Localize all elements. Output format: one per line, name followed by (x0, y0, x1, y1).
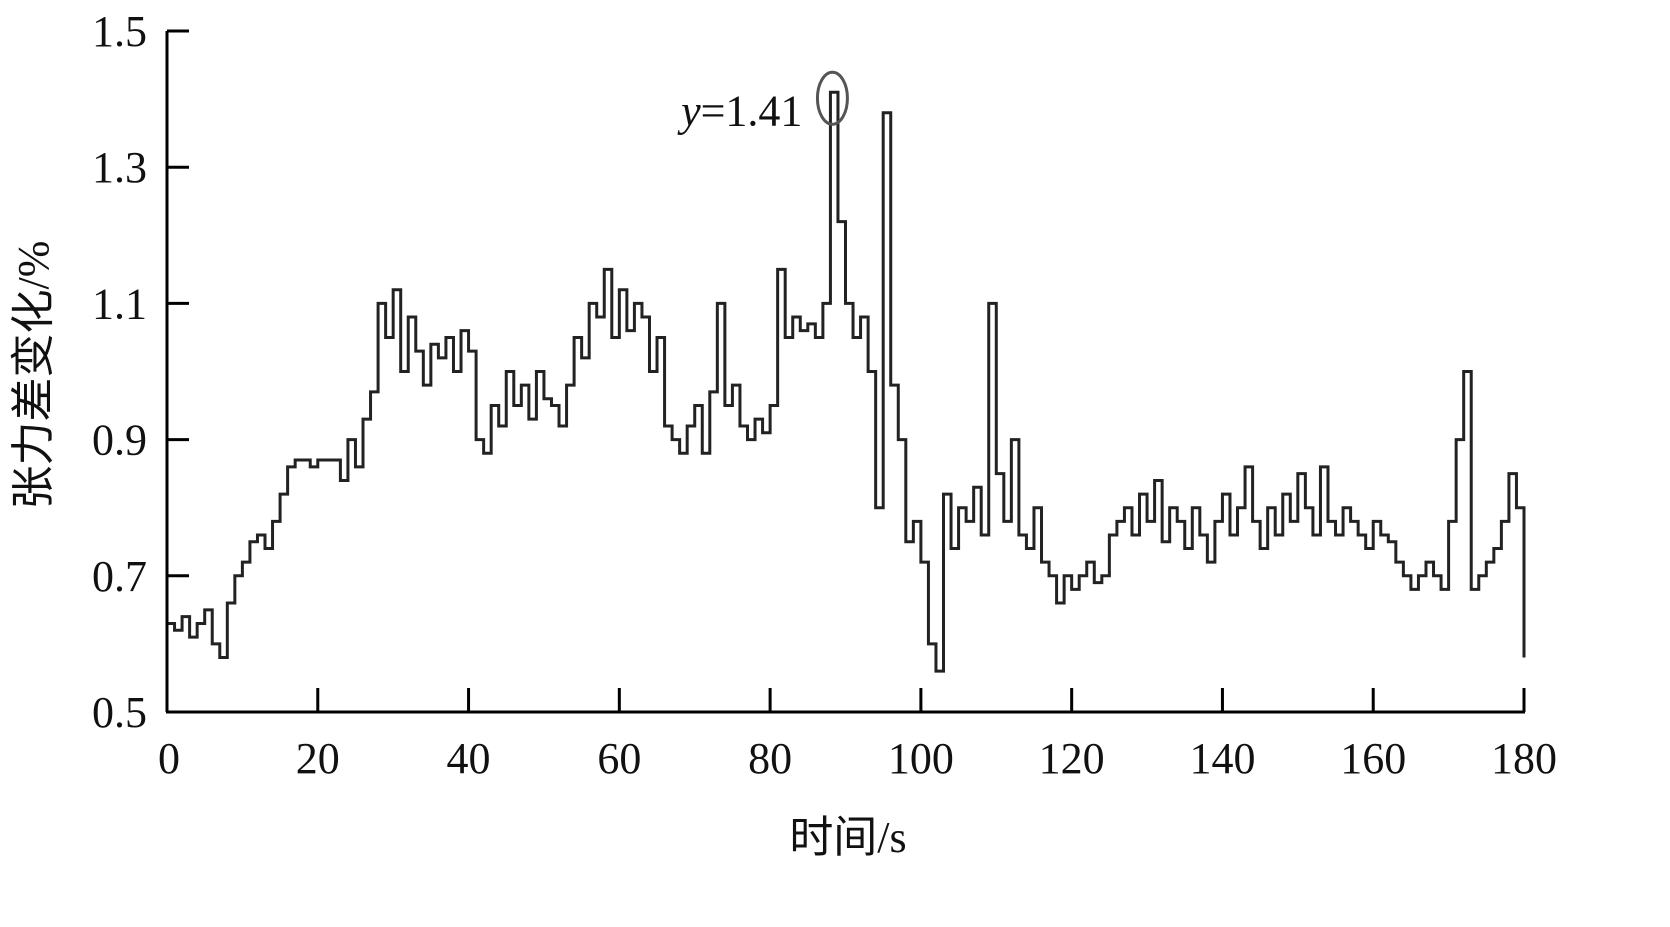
y-axis-title: 张力差变化/% (9, 241, 58, 510)
tick-labels: 0 20 40 60 80 100 120 140 160 180 0.5 0.7 0.9 1.1 1.3 1… (92, 7, 1557, 783)
x-tick-label: 20 (296, 734, 340, 783)
peak-annotation-label: y=1.41 (677, 86, 802, 135)
x-tick-label: 180 (1491, 734, 1557, 783)
x-axis-title: 时间/s (789, 813, 906, 862)
series-line (167, 90, 1526, 673)
y-tick-label: 0.5 (92, 688, 147, 737)
x-tick-label: 140 (1189, 734, 1255, 783)
x-tick-label: 120 (1039, 734, 1105, 783)
y-tick-label: 1.1 (92, 279, 147, 328)
annotation-var: y (677, 86, 701, 135)
x-tick-label: 80 (748, 734, 792, 783)
peak-annotation-ellipse (815, 70, 849, 126)
x-tick-label: 100 (888, 734, 954, 783)
ticks (165, 29, 1526, 714)
y-tick-label: 1.3 (92, 143, 147, 192)
x-tick-label: 0 (158, 734, 180, 783)
x-tick-label: 40 (447, 734, 491, 783)
y-tick-label: 0.9 (92, 416, 147, 465)
x-tick-label: 60 (597, 734, 641, 783)
y-tick-label: 0.7 (92, 552, 147, 601)
y-tick-label: 1.5 (92, 7, 147, 56)
x-tick-label: 160 (1340, 734, 1406, 783)
annotation-value: =1.41 (701, 86, 803, 135)
